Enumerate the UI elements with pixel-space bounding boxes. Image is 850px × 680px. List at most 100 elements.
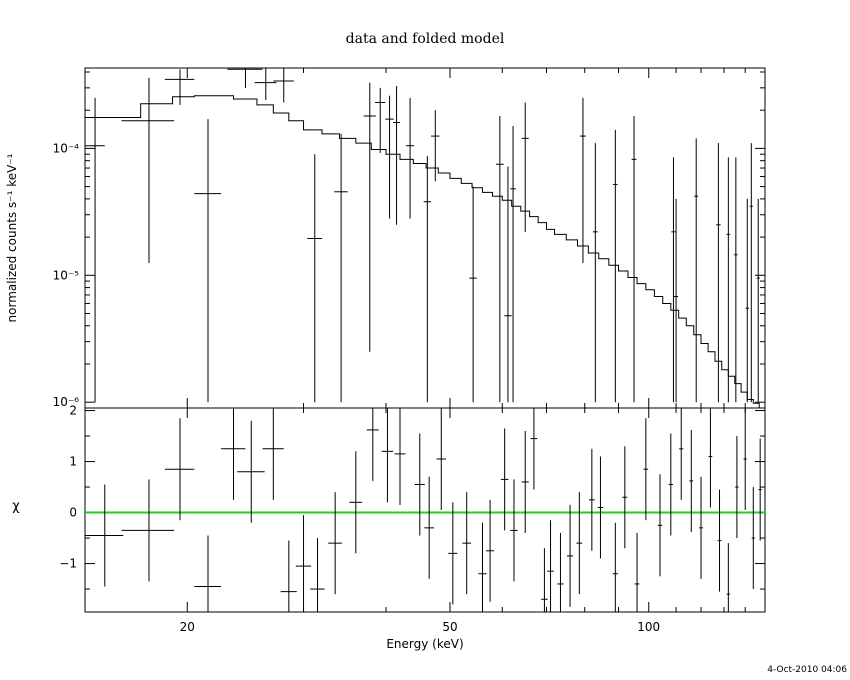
top-y-tick-label: 10⁻⁴ [53,141,80,155]
data-point [393,86,401,225]
top-axis-ticks: 10⁻⁶ 10⁻⁵ 10⁻⁴ [53,68,766,409]
data-point [273,68,294,103]
residual-point [194,535,222,612]
residual-point [262,408,284,500]
data-point [631,115,637,403]
residual-point [576,492,583,595]
residual-point [237,420,265,523]
data-point [406,97,414,219]
data-point [363,82,376,352]
data-point [385,95,394,219]
data-point [580,97,586,263]
data-point [504,166,512,403]
chart-title: data and folded model [346,31,505,47]
data-point [375,87,386,153]
data-point [521,102,529,232]
data-point [495,115,504,403]
residual-point [510,479,518,582]
data-point [671,157,676,403]
residual-point [708,408,713,508]
residual-point [557,532,564,612]
residual-point [366,408,379,481]
data-point [307,154,323,403]
data-point [734,157,738,403]
top-y-axis-label: normalized counts s⁻¹ keV⁻¹ [5,153,19,322]
residual-point [589,448,595,551]
residual-point [521,430,529,533]
timestamp: 4-Oct-2010 04:06 [767,665,847,675]
residual-point [668,433,673,536]
residual-point [735,436,739,539]
residual-points [85,408,762,612]
data-point [334,133,348,403]
residual-point [381,408,394,503]
bottom-y-tick-label: 1 [69,455,77,469]
bottom-y-tick-label: 2 [69,404,77,418]
bottom-panel: 20 50 100 −1 0 1 2 χ [12,404,766,634]
bottom-panel-frame [84,407,766,613]
x-tick-label: 100 [637,620,660,634]
residual-point [699,476,703,579]
data-point [673,198,679,403]
x-tick-label: 50 [442,620,457,634]
top-y-tick-label: 10⁻⁵ [53,268,80,282]
residual-point [478,522,487,612]
residual-point [280,540,297,612]
data-point [431,110,440,182]
data-point [613,129,618,403]
data-point [469,186,477,403]
x-tick-label: 20 [180,620,195,634]
residual-point [643,418,649,521]
top-panel: 10⁻⁶ 10⁻⁵ 10⁻⁴ normalized counts s⁻¹ keV⁻¹ [5,67,766,409]
data-point [164,69,195,105]
data-point [726,157,731,403]
residual-point [85,484,124,587]
residual-point [689,429,694,532]
data-point [745,198,749,403]
residual-point [679,408,684,500]
x-axis-label: Energy (keV) [386,637,463,651]
residual-point [121,479,175,582]
residual-point [758,438,762,541]
residual-point [164,418,195,521]
data-point [423,156,432,403]
residual-point [221,408,246,500]
residual-point [743,408,747,510]
data-point [716,143,721,403]
data-point [749,143,753,403]
residual-point [295,515,312,612]
residual-point [310,538,325,612]
top-y-tick-label: 10⁻⁶ [53,395,80,409]
residual-point [349,451,363,554]
residual-point [657,474,663,577]
residual-point [414,433,425,536]
residual-point [541,548,548,612]
residual-point [622,446,628,549]
residual-point [448,502,458,605]
bottom-y-axis-label: χ [12,499,20,514]
data-point [85,97,105,403]
residual-point [462,492,471,595]
residual-point [500,428,509,531]
residual-point [717,489,722,592]
residual-point [751,487,755,590]
data-point [510,126,516,403]
folded-model-line [85,95,765,409]
data-points [85,68,760,403]
residual-point [726,543,731,612]
top-panel-frame [84,67,766,409]
data-point [756,198,760,403]
data-point [254,68,277,101]
residual-point [547,520,554,612]
residual-point [328,492,342,595]
residual-point [394,408,406,505]
data-point [694,138,699,403]
residual-point [436,408,446,510]
data-point [227,68,263,88]
residual-point [530,408,538,490]
data-point [194,119,222,403]
residual-point [424,476,435,579]
residual-point [597,456,604,559]
residual-point [612,522,618,612]
